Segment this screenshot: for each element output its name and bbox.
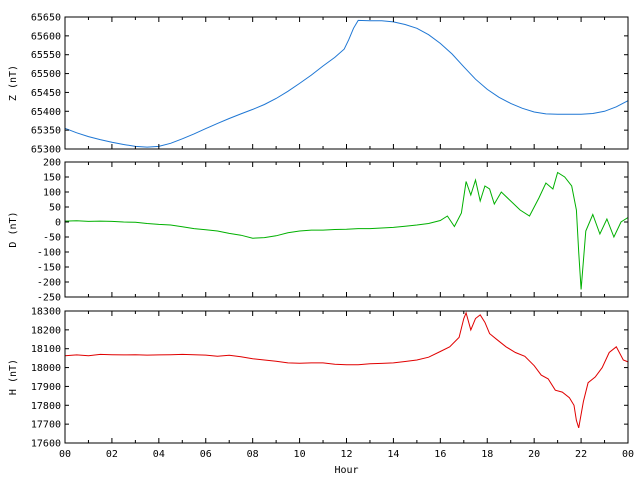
y-tick-label: 65300 [31, 145, 61, 156]
y-tick-label: 17800 [31, 401, 61, 412]
x-axis-title: Hour [334, 465, 358, 476]
plot-frame [64, 16, 629, 150]
y-tick-label: 65450 [31, 88, 61, 99]
y-tick-label: 200 [43, 158, 61, 169]
y-tick-label: 18300 [31, 307, 61, 318]
y-tick-label: -50 [43, 233, 61, 244]
x-tick-label: 02 [106, 449, 118, 460]
y-axis-title: Z (nT) [8, 65, 19, 101]
x-tick-label: 08 [247, 449, 259, 460]
y-tick-label: 150 [43, 173, 61, 184]
panel-3: 17600 17700 17800 17900 18000 18100 18200 18300… [8, 307, 634, 477]
panel-1: 65300 65350 65400 65450 65500 65550 65600 65650… [8, 13, 629, 156]
y-tick-label: 65500 [31, 69, 61, 80]
y-tick-label: 65650 [31, 13, 61, 24]
series-line-1-1 [64, 19, 629, 148]
x-tick-label: 16 [434, 449, 446, 460]
panel-2: -250 -200 -150 -100 -50 0 50 100 150 200 D (nT) [8, 158, 629, 304]
x-tick-label: 00 [59, 449, 71, 460]
x-tick-label: 20 [528, 449, 540, 460]
series-line-3-1 [64, 311, 629, 429]
y-tick-label: 50 [49, 203, 61, 214]
y-tick-label: -250 [37, 293, 61, 304]
x-tick-label: 22 [575, 449, 587, 460]
y-tick-label: 18000 [31, 363, 61, 374]
y-tick-label: 65350 [31, 126, 61, 137]
y-tick-label: -200 [37, 278, 61, 289]
x-tick-label: 10 [294, 449, 306, 460]
x-tick-label: 06 [200, 449, 212, 460]
y-tick-label: 18200 [31, 325, 61, 336]
y-tick-label: 65550 [31, 50, 61, 61]
y-tick-label: 17700 [31, 420, 61, 431]
y-tick-label: 65400 [31, 107, 61, 118]
x-tick-label: 18 [481, 449, 493, 460]
y-tick-label: 18100 [31, 344, 61, 355]
x-tick-label: 00 [622, 449, 634, 460]
y-tick-label: 17600 [31, 439, 61, 450]
y-axis-title: D (nT) [8, 211, 19, 247]
y-tick-label: 0 [55, 218, 61, 229]
x-tick-label: 12 [340, 449, 352, 460]
plot-frame [64, 310, 629, 444]
y-tick-label: -150 [37, 263, 61, 274]
y-tick-label: -100 [37, 248, 61, 259]
y-tick-label: 65600 [31, 31, 61, 42]
x-tick-label: 14 [387, 449, 399, 460]
y-tick-label: 100 [43, 188, 61, 199]
y-axis-title: H (nT) [8, 359, 19, 395]
x-tick-label: 04 [153, 449, 165, 460]
series-line-2-1 [64, 171, 629, 290]
y-tick-label: 17900 [31, 382, 61, 393]
